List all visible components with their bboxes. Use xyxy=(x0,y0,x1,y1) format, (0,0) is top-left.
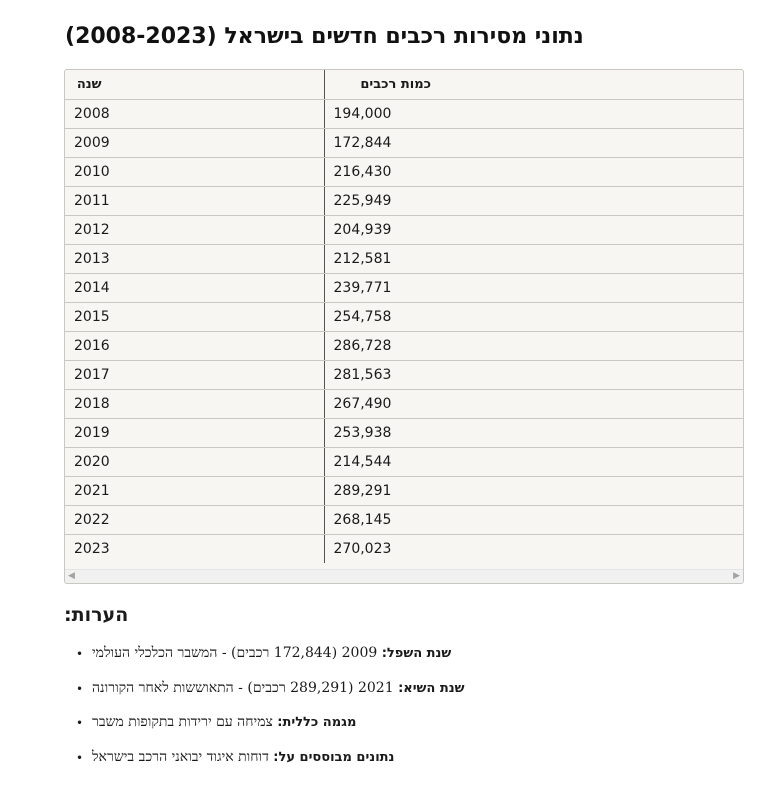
column-header-count[interactable]: כמות רכבים xyxy=(324,70,743,100)
note-body: צמיחה עם ירידות בתקופות משבר xyxy=(92,714,278,730)
vehicle-deliveries-table: שנה כמות רכבים 2008 194,000 2009 172,844 201… xyxy=(64,69,744,584)
note-label: שנת השפל: xyxy=(381,646,452,661)
horizontal-scrollbar[interactable]: ◀ ▶ xyxy=(65,569,743,583)
year-cell: 2012 xyxy=(65,215,325,245)
count-cell: 253,938 xyxy=(324,418,743,448)
note-item-low-year: • שנת השפל: 2009 (172,844 רכבים) - המשבר … xyxy=(76,645,451,665)
data-table: שנה כמות רכבים 2008 194,000 2009 172,844 201… xyxy=(65,70,743,563)
year-cell: 2022 xyxy=(65,505,325,535)
table-row: 2010 216,430 xyxy=(65,157,743,187)
table-row: 2019 253,938 xyxy=(65,418,743,448)
table-header-row: שנה כמות רכבים xyxy=(65,70,743,100)
table-row: 2012 204,939 xyxy=(65,215,743,245)
column-header-year[interactable]: שנה xyxy=(65,70,325,100)
notes-heading: הערות: xyxy=(64,604,129,626)
note-text: מגמה כללית: צמיחה עם ירידות בתקופות משבר xyxy=(92,714,356,731)
count-cell: 286,728 xyxy=(324,331,743,361)
count-cell: 254,758 xyxy=(324,302,743,332)
note-body: דוחות איגוד יבואני הרכב בישראל xyxy=(92,749,274,765)
bullet-icon: • xyxy=(76,715,84,730)
note-text: נתונים מבוססים על: דוחות איגוד יבואני הר… xyxy=(92,749,394,766)
note-text: שנת השיא: 2021 (289,291 רכבים) - התאוששו… xyxy=(92,680,465,697)
count-cell: 289,291 xyxy=(324,476,743,506)
year-cell: 2008 xyxy=(65,99,325,129)
count-cell: 225,949 xyxy=(324,186,743,216)
note-label: נתונים מבוססים על: xyxy=(273,750,395,765)
table-row: 2016 286,728 xyxy=(65,331,743,361)
table-row: 2017 281,563 xyxy=(65,360,743,390)
year-cell: 2019 xyxy=(65,418,325,448)
year-cell: 2011 xyxy=(65,186,325,216)
table-row: 2018 267,490 xyxy=(65,389,743,419)
year-cell: 2023 xyxy=(65,534,325,563)
year-cell: 2018 xyxy=(65,389,325,419)
scroll-right-icon[interactable]: ▶ xyxy=(733,571,740,581)
table-row: 2011 225,949 xyxy=(65,186,743,216)
note-item-source: • נתונים מבוססים על: דוחות איגוד יבואני ה… xyxy=(76,749,394,769)
note-body: 2021 (289,291 רכבים) - התאוששות לאחר הקו… xyxy=(92,680,399,696)
year-cell: 2009 xyxy=(65,128,325,158)
count-cell: 270,023 xyxy=(333,540,392,557)
note-label: שנת השיא: xyxy=(398,681,465,696)
table-row: 2015 254,758 xyxy=(65,302,743,332)
table-row: 2014 239,771 xyxy=(65,273,743,303)
scroll-left-icon[interactable]: ◀ xyxy=(68,571,75,581)
year-cell: 2017 xyxy=(65,360,325,390)
table-row: 2023 270,023 xyxy=(65,534,743,563)
count-cell: 216,430 xyxy=(324,157,743,187)
note-label: מגמה כללית: xyxy=(277,715,357,730)
note-text: שנת השפל: 2009 (172,844 רכבים) - המשבר ה… xyxy=(92,645,451,662)
bullet-icon: • xyxy=(76,646,84,661)
count-cell: 214,544 xyxy=(324,447,743,477)
year-cell: 2010 xyxy=(65,157,325,187)
year-cell: 2021 xyxy=(65,476,325,506)
year-cell: 2013 xyxy=(65,244,325,274)
bullet-icon: • xyxy=(76,750,84,765)
count-cell: 268,145 xyxy=(324,505,743,535)
count-cell: 267,490 xyxy=(324,389,743,419)
table-row: 2013 212,581 xyxy=(65,244,743,274)
table-row: 2008 194,000 xyxy=(65,99,743,129)
count-cell: 172,844 xyxy=(324,128,743,158)
year-cell: 2015 xyxy=(65,302,325,332)
year-cell: 2016 xyxy=(65,331,325,361)
table-row: 2021 289,291 xyxy=(65,476,743,506)
table-row: 2022 268,145 xyxy=(65,505,743,535)
note-item-peak-year: • שנת השיא: 2021 (289,291 רכבים) - התאושש… xyxy=(76,680,465,700)
note-body: 2009 (172,844 רכבים) - המשבר הכלכלי העול… xyxy=(92,645,382,661)
page-title: נתוני מסירות רכבים חדשים בישראל (2008-20… xyxy=(65,24,584,49)
table-row: 2020 214,544 xyxy=(65,447,743,477)
year-cell: 2020 xyxy=(65,447,325,477)
count-cell: 281,563 xyxy=(324,360,743,390)
count-cell: 204,939 xyxy=(324,215,743,245)
year-cell: 2014 xyxy=(65,273,325,303)
count-cell: 194,000 xyxy=(324,99,743,129)
count-cell: 212,581 xyxy=(324,244,743,274)
table-row: 2009 172,844 xyxy=(65,128,743,158)
note-item-trend: • מגמה כללית: צמיחה עם ירידות בתקופות משב… xyxy=(76,714,356,734)
count-cell: 239,771 xyxy=(324,273,743,303)
bullet-icon: • xyxy=(76,681,84,696)
